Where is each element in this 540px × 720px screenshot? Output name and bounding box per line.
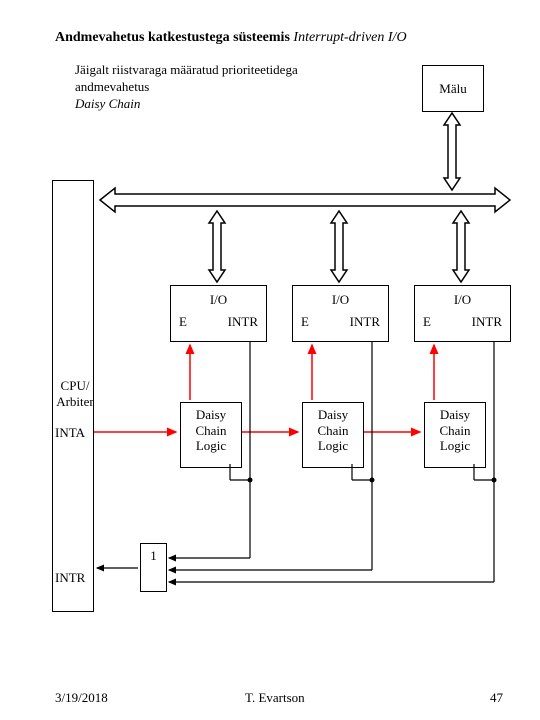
diagram-svg bbox=[0, 0, 540, 720]
page: Andmevahetus katkestustega süsteemis Int… bbox=[0, 0, 540, 720]
